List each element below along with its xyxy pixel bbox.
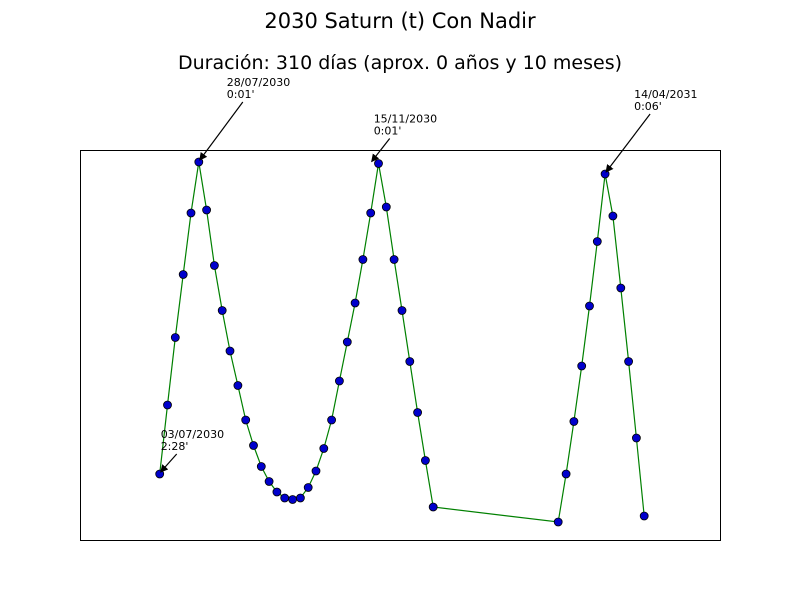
data-point — [202, 205, 212, 215]
data-point — [327, 415, 337, 425]
data-point — [163, 400, 172, 410]
annotation-date: 15/11/2030 — [374, 113, 437, 126]
data-point — [405, 357, 415, 366]
data-point — [288, 495, 298, 504]
data-point — [280, 493, 290, 503]
data-point — [428, 502, 438, 512]
data-point — [632, 433, 641, 443]
data-point — [217, 306, 227, 315]
data-point — [264, 477, 274, 486]
data-point — [311, 466, 321, 476]
data-point — [350, 298, 360, 308]
chart-subtitle: Duración: 310 días (aprox. 0 años y 10 m… — [178, 52, 622, 74]
data-point — [561, 469, 571, 479]
chart-title: 2030 Saturn (t) Con Nadir — [264, 9, 536, 33]
series-line — [159, 161, 645, 523]
data-point — [178, 270, 188, 279]
annotation-value: 2:28' — [161, 440, 189, 453]
data-point — [624, 357, 633, 366]
data-point — [186, 208, 196, 218]
data-point — [303, 483, 313, 492]
data-point — [592, 237, 602, 246]
data-point — [420, 456, 430, 465]
annotation-date: 14/04/2031 — [634, 88, 697, 101]
data-point — [155, 469, 165, 479]
annotation-arrow — [605, 113, 651, 173]
annotation-date: 03/07/2030 — [161, 428, 224, 441]
data-point — [585, 301, 594, 311]
data-point — [225, 346, 235, 356]
data-point — [600, 169, 610, 179]
annotation-date: 28/07/2030 — [227, 76, 290, 89]
data-point — [381, 202, 391, 212]
series-layer — [155, 157, 649, 527]
data-point — [569, 417, 579, 426]
annotation-arrow — [160, 453, 178, 473]
annotation-value: 0:01' — [374, 125, 402, 138]
annotation-arrow — [199, 101, 244, 161]
annotation-layer: 03/07/20302:28'28/07/20300:01'15/11/2030… — [160, 76, 698, 473]
data-point — [413, 408, 423, 417]
data-point — [616, 283, 626, 293]
data-point — [577, 361, 587, 371]
data-point — [319, 444, 329, 453]
data-point — [639, 511, 649, 521]
data-point — [272, 487, 282, 497]
data-point — [334, 376, 344, 386]
data-point — [358, 255, 368, 264]
data-point — [374, 159, 383, 168]
data-point — [295, 493, 305, 503]
data-point — [209, 261, 219, 270]
annotation-value: 0:01' — [227, 88, 255, 101]
data-point — [342, 337, 352, 347]
data-point — [170, 333, 180, 342]
data-point — [389, 255, 399, 264]
data-point — [233, 381, 243, 390]
data-point — [249, 441, 258, 450]
data-point — [608, 211, 618, 221]
annotation-arrow — [371, 138, 391, 163]
data-point — [366, 208, 376, 218]
data-point — [553, 517, 563, 527]
plot-frame — [80, 150, 721, 541]
data-point — [256, 462, 266, 471]
annotation-value: 0:06' — [634, 100, 662, 113]
data-point — [194, 157, 204, 167]
data-point — [397, 306, 407, 315]
data-point — [241, 415, 251, 425]
